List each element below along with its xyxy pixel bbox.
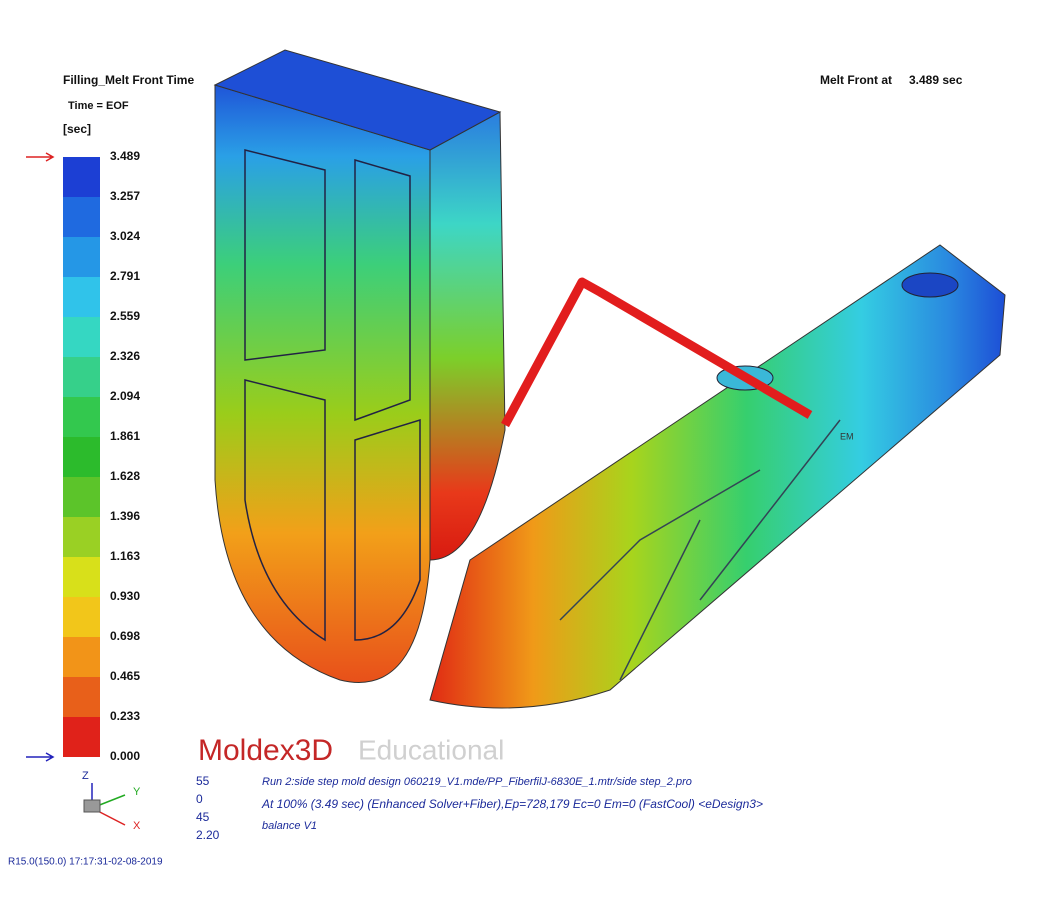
axis-triad: [83, 783, 126, 826]
color-band: [63, 477, 100, 517]
legend-tick-label: 3.024: [110, 229, 140, 243]
axis-label: X: [133, 820, 141, 832]
view-value: 0: [196, 792, 203, 806]
view-value: 55: [196, 774, 210, 788]
legend-tick-label: 0.698: [110, 629, 140, 643]
min-arrow: [26, 752, 55, 762]
axis-label: Z: [82, 770, 89, 782]
footer: R15.0(150.0) 17:17:31-02-08-2019: [8, 857, 163, 868]
legend-tick-label: 2.559: [110, 309, 140, 323]
color-band: [63, 157, 100, 197]
model: [213, 49, 1006, 709]
status-label: Melt Front at: [820, 73, 892, 87]
color-bar: [63, 157, 100, 757]
color-band: [63, 437, 100, 477]
logo-brand: Moldex3D: [198, 734, 333, 767]
view-value: 2.20: [196, 828, 220, 842]
color-band: [63, 317, 100, 357]
legend-tick-label: 1.396: [110, 509, 140, 523]
color-band: [63, 677, 100, 717]
legend-unit: [sec]: [63, 122, 91, 136]
axis-label: Y: [133, 786, 141, 798]
view-value: 45: [196, 810, 210, 824]
legend-tick-label: 0.465: [110, 669, 140, 683]
color-band: [63, 517, 100, 557]
legend-tick-label: 0.930: [110, 589, 140, 603]
run-info: balance V1: [262, 820, 317, 832]
legend-subtitle: Time = EOF: [68, 100, 129, 112]
legend-tick-label: 0.233: [110, 709, 140, 723]
color-band: [63, 197, 100, 237]
legend-tick-label: 1.628: [110, 469, 140, 483]
color-band: [63, 597, 100, 637]
legend-tick-label: 3.257: [110, 189, 140, 203]
color-band: [63, 717, 100, 757]
max-arrow: [26, 152, 55, 162]
legend-tick-label: 1.163: [110, 549, 140, 563]
legend-tick-label: 1.861: [110, 429, 140, 443]
marker-label: EM: [840, 431, 854, 441]
color-band: [63, 637, 100, 677]
color-band: [63, 237, 100, 277]
run-info: At 100% (3.49 sec) (Enhanced Solver+Fibe…: [261, 797, 763, 811]
run-info: Run 2:side step mold design 060219_V1.md…: [262, 776, 692, 788]
color-band: [63, 277, 100, 317]
color-band: [63, 357, 100, 397]
legend-title: Filling_Melt Front Time: [63, 73, 194, 87]
color-band: [63, 397, 100, 437]
legend-tick-label: 2.791: [110, 269, 140, 283]
legend-tick-label: 2.326: [110, 349, 140, 363]
legend-tick-label: 2.094: [110, 389, 140, 403]
status-value: 3.489 sec: [909, 73, 963, 87]
legend-tick-label: 0.000: [110, 749, 140, 763]
logo-edition: Educational: [358, 734, 504, 765]
color-band: [63, 557, 100, 597]
legend-tick-label: 3.489: [110, 149, 140, 163]
